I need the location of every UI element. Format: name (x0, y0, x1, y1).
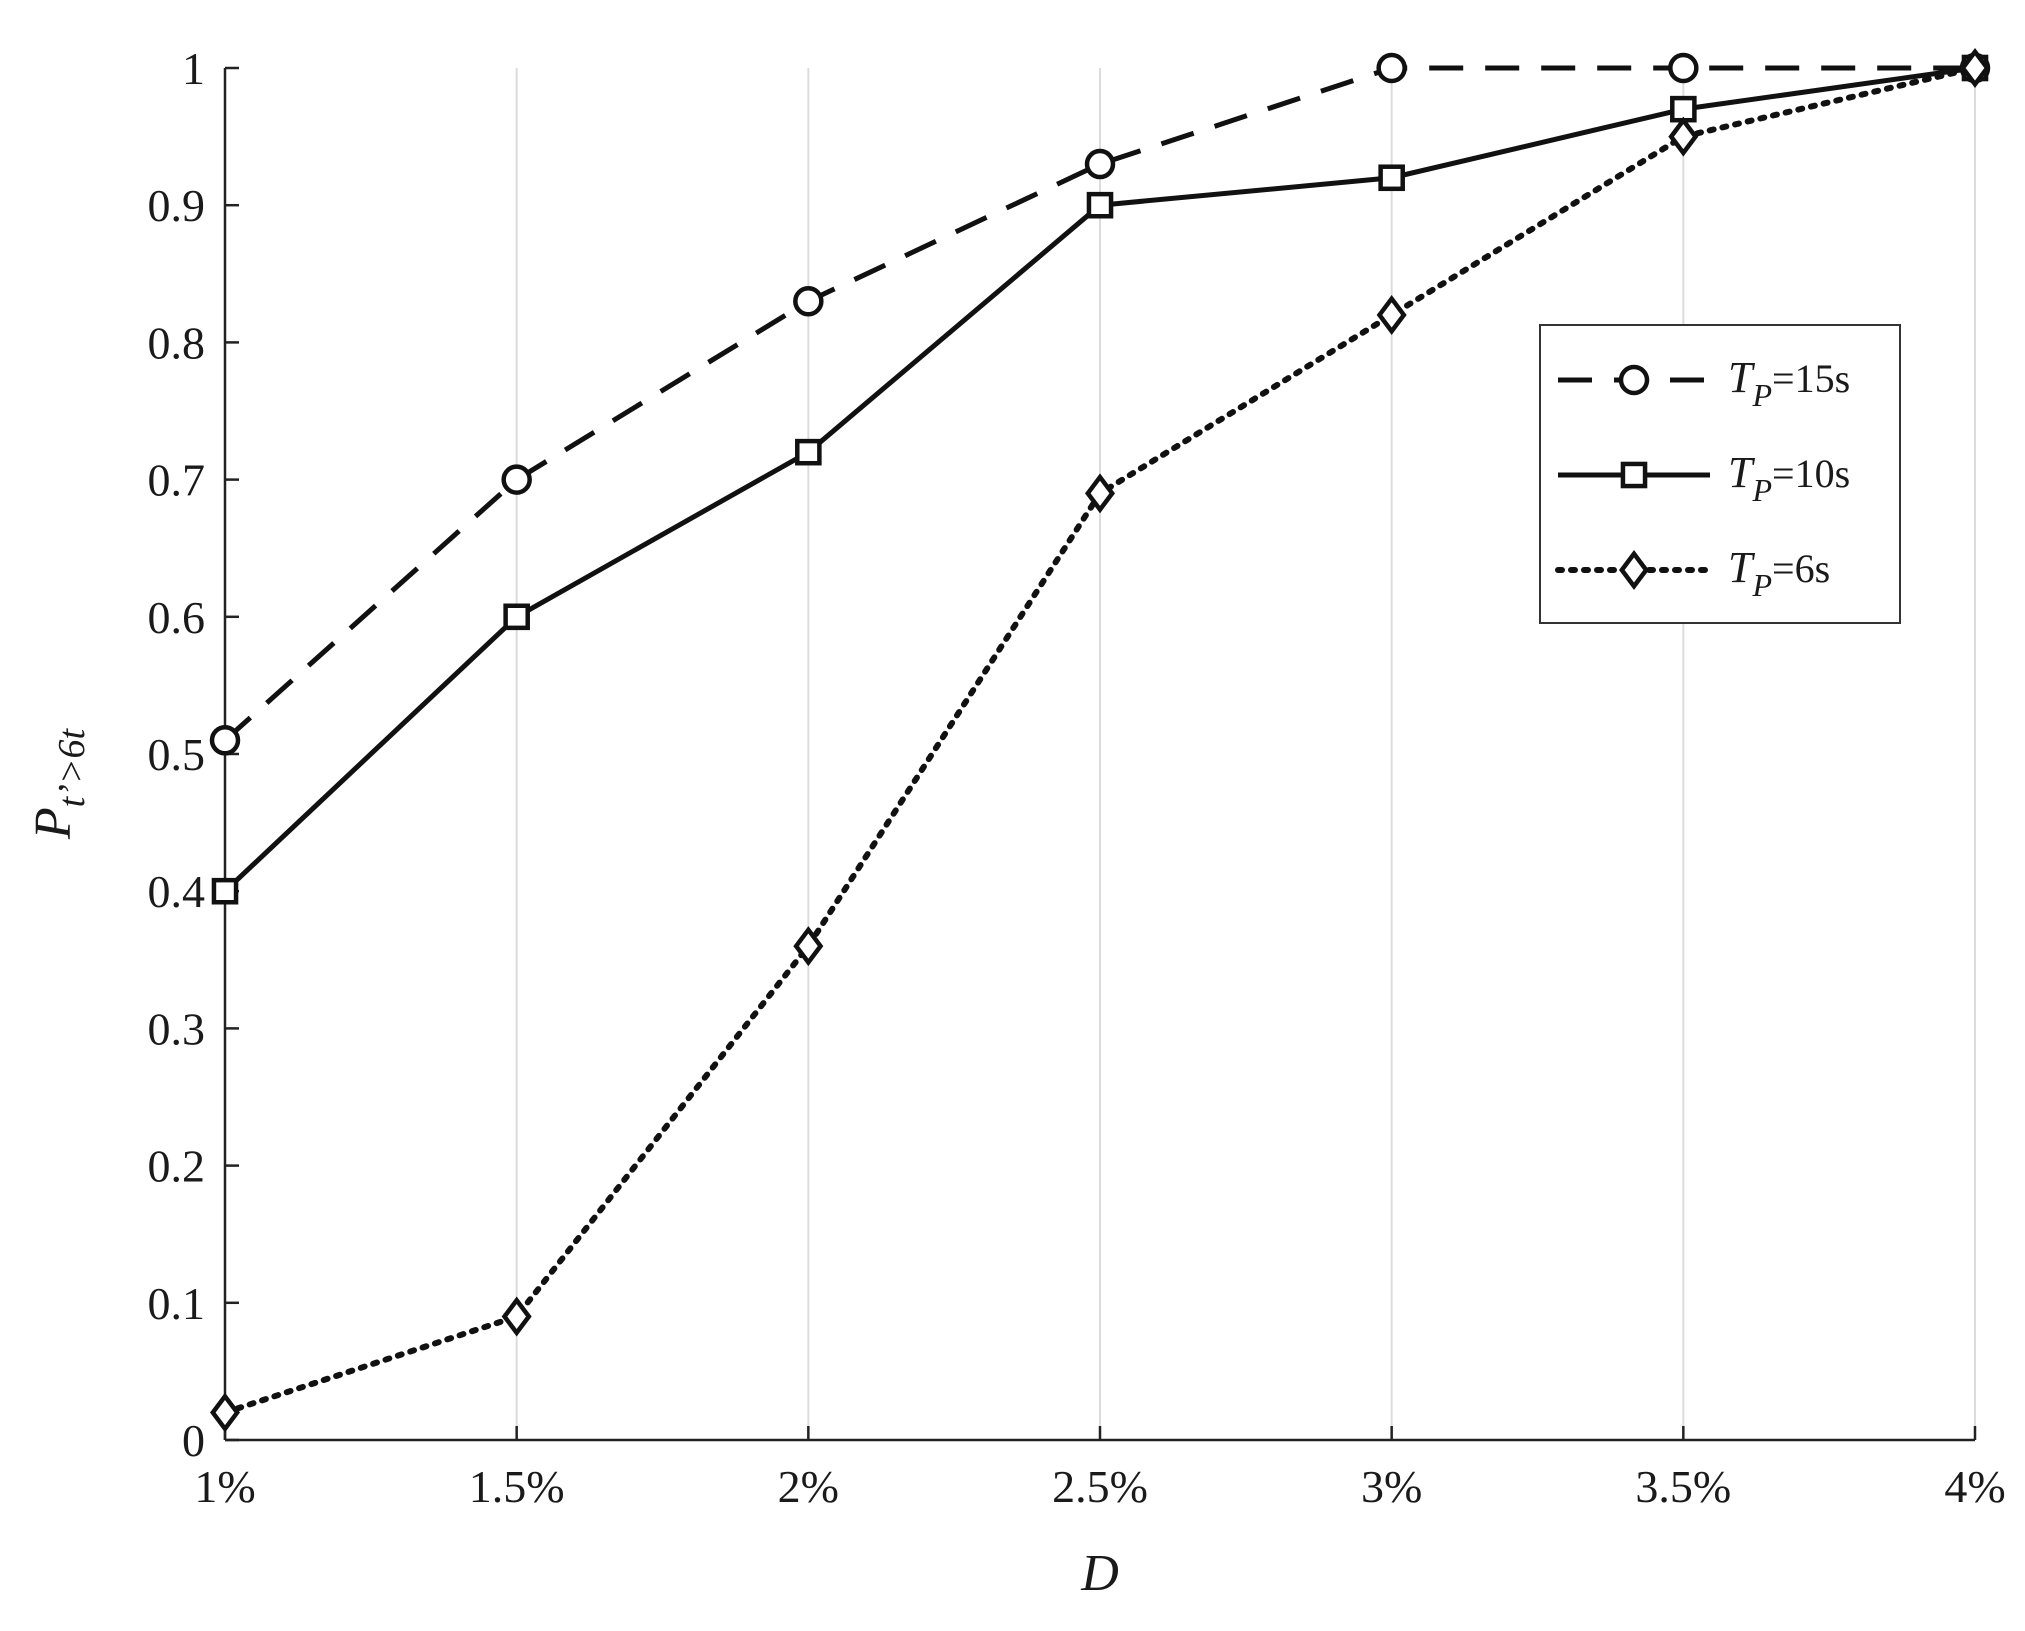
series-group (209, 48, 1991, 1433)
legend-label: TP=10s (1728, 448, 1850, 508)
data-point-diamond (501, 1296, 532, 1337)
tick-labels: 0 0.1 0.2 0.3 0.4 0.5 0.6 0.7 0.8 0.9 1 1% 1.5% 2% 2.5… (148, 43, 2006, 1512)
data-point-circle (501, 464, 532, 495)
y-tick-label: 0.1 (148, 1278, 206, 1329)
data-point-circle (1084, 148, 1116, 180)
data-point-circle (793, 285, 824, 317)
data-point-square (503, 603, 530, 631)
y-axis-title-main: P (25, 807, 82, 840)
data-point-diamond (1960, 48, 1990, 88)
y-axis-title-subscript: t’>6t (51, 727, 93, 807)
y-tick-label: 0.6 (148, 592, 206, 643)
data-point-square (1086, 191, 1114, 219)
y-axis-title: Pt’>6t (25, 727, 93, 840)
legend-item: TP=10s (1558, 448, 1850, 508)
legend-marker-circle (1618, 364, 1650, 396)
legend-item: TP=15s (1558, 353, 1850, 413)
data-point-diamond (1085, 473, 1115, 514)
x-tick-label: 2% (778, 1461, 839, 1512)
y-tick-label: 0.5 (148, 729, 206, 780)
data-point-circle (1668, 52, 1699, 84)
legend: TP=15s TP=10s TP=6s (1539, 324, 1901, 624)
x-tick-label: 2.5% (1052, 1461, 1148, 1512)
x-tick-label: 1% (194, 1461, 255, 1512)
data-point-diamond (793, 926, 824, 967)
y-tick-label: 0 (182, 1415, 205, 1466)
gridlines (224, 68, 1976, 1440)
y-tick-label: 0.8 (148, 317, 206, 368)
data-point-diamond (1376, 294, 1407, 335)
data-point-circle (209, 725, 241, 756)
data-point-diamond (1668, 116, 1699, 157)
legend-label: TP=15s (1728, 353, 1850, 413)
x-tick-label: 3% (1361, 1461, 1422, 1512)
y-tick-label: 0.4 (148, 866, 206, 917)
svg-text:Pt’>6t: Pt’>6t (25, 727, 93, 840)
x-tick-label: 1.5% (469, 1461, 565, 1512)
data-point-diamond (210, 1392, 240, 1433)
data-point-square (795, 438, 822, 466)
y-tick-label: 0.7 (148, 455, 206, 506)
data-point-square (211, 877, 239, 905)
x-axis-title: D (1080, 1545, 1119, 1602)
y-tick-label: 1 (182, 43, 205, 94)
legend-label: TP=6s (1728, 543, 1830, 603)
legend-marker-diamond (1619, 550, 1649, 590)
legend-marker-square (1620, 461, 1648, 489)
x-tick-label: 3.5% (1635, 1461, 1731, 1512)
data-point-square (1378, 164, 1405, 192)
y-tick-label: 0.9 (148, 180, 206, 231)
y-tick-label: 0.3 (148, 1003, 206, 1054)
y-tick-label: 0.2 (148, 1141, 206, 1192)
x-tick-label: 4% (1944, 1461, 2005, 1512)
data-point-circle (1376, 52, 1407, 84)
series-2 (210, 48, 1990, 1433)
legend-item: TP=6s (1555, 543, 1830, 603)
